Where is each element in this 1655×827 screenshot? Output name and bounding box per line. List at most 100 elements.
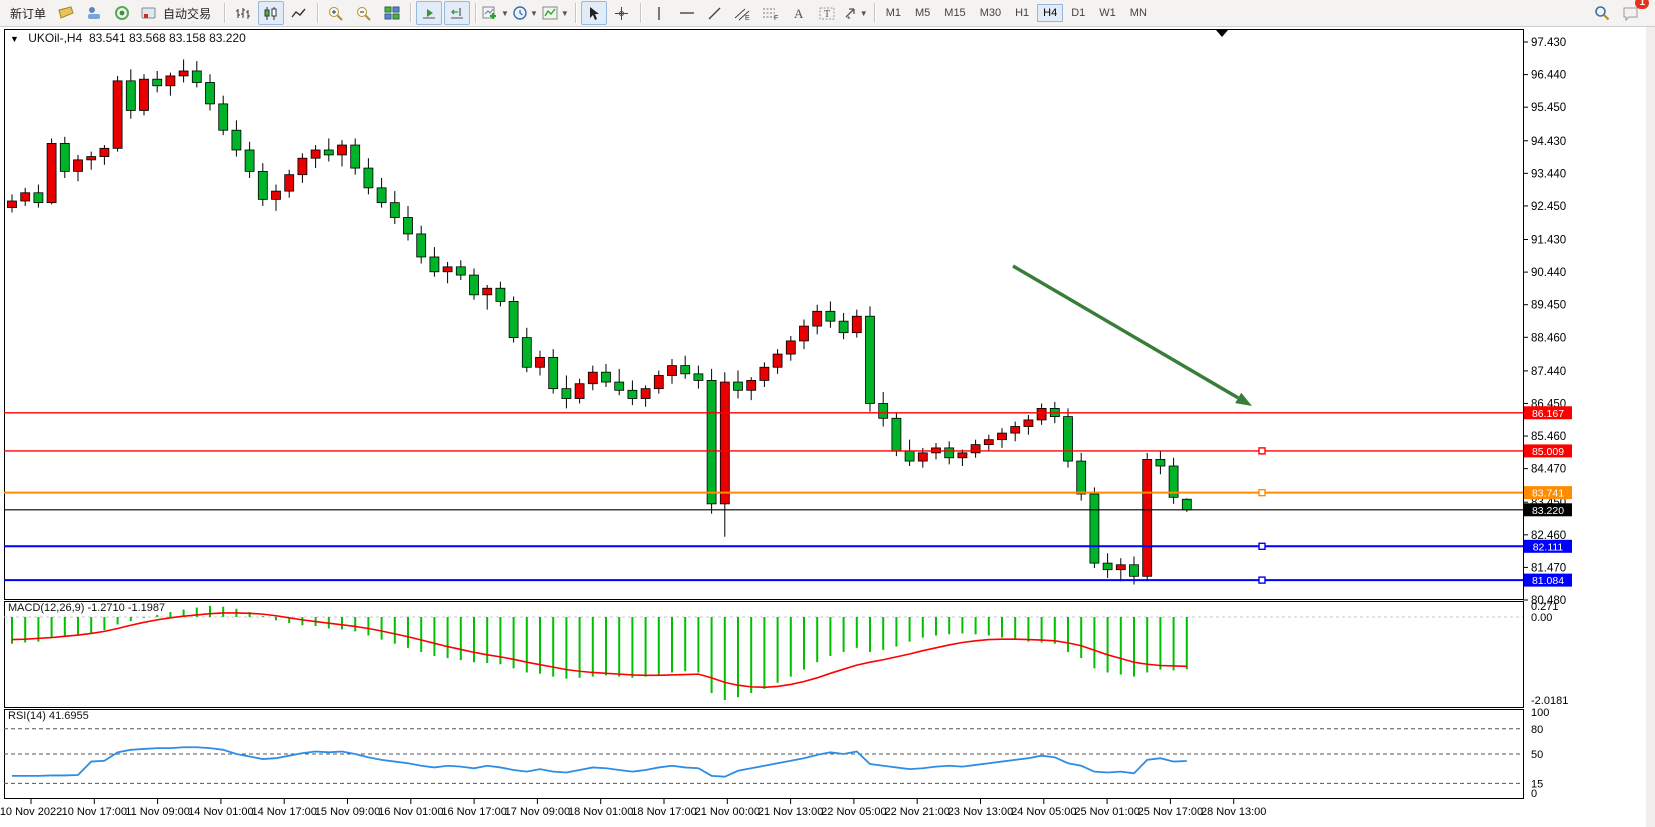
candle-body <box>244 149 255 172</box>
candle-body <box>759 366 770 381</box>
candle-body <box>125 80 136 111</box>
price-tick-label: 94.430 <box>1531 136 1566 148</box>
timeframe-m5[interactable]: M5 <box>915 7 931 19</box>
candle <box>746 377 757 401</box>
candle <box>416 225 427 264</box>
trend-arrow-head[interactable] <box>1235 392 1252 406</box>
trendline-icon[interactable] <box>702 1 728 25</box>
search-icon[interactable] <box>1589 1 1615 25</box>
symbol-period: UKOil-,H4 <box>28 31 83 45</box>
line-handle[interactable] <box>1258 488 1266 497</box>
timeframe-h4[interactable]: H4 <box>1037 4 1064 22</box>
candle <box>376 177 387 208</box>
zoom-out-icon[interactable] <box>351 1 377 25</box>
candle-body <box>257 170 268 200</box>
candle-body <box>231 129 242 151</box>
price-tick-label: 88.460 <box>1531 332 1566 344</box>
timeframe-h1[interactable]: H1 <box>1015 7 1030 19</box>
timeframe-m1[interactable]: M1 <box>885 7 901 19</box>
candle <box>957 449 968 467</box>
line-chart-icon[interactable] <box>286 1 312 25</box>
signals-icon[interactable] <box>109 1 135 25</box>
line-handle[interactable] <box>1258 576 1266 584</box>
time-tick-label: 15 Nov 09:00 <box>315 806 380 818</box>
bar-chart-icon[interactable] <box>230 1 256 25</box>
templates-icon[interactable]: ▼ <box>541 1 570 25</box>
candlestick-chart-icon[interactable] <box>258 1 285 25</box>
time-tick-label: 16 Nov 01:00 <box>378 806 443 818</box>
candle <box>574 378 585 404</box>
trend-arrow-line[interactable] <box>1012 264 1240 400</box>
candle <box>825 301 836 328</box>
candle-body <box>1023 419 1034 427</box>
vertical-line-icon[interactable] <box>646 1 672 25</box>
time-tick-label: 21 Nov 13:00 <box>758 806 823 818</box>
candle-body <box>574 383 585 399</box>
candle <box>323 138 334 162</box>
publisher-icon[interactable] <box>53 1 79 25</box>
candle-body <box>904 450 915 462</box>
chart-shift-marker[interactable] <box>1216 30 1228 37</box>
candle-body <box>957 452 968 459</box>
timeframe-m30[interactable]: M30 <box>979 7 1002 19</box>
candle-body <box>812 310 823 327</box>
candle-body <box>165 75 176 87</box>
price-tag-bg <box>1524 503 1572 517</box>
macd-scale-label: -2.0181 <box>1531 695 1568 707</box>
candle-body <box>455 266 466 276</box>
time-tick-label: 24 Nov 05:00 <box>1011 806 1076 818</box>
timeframe-m15[interactable]: M15 <box>944 7 966 19</box>
equidistant-channel-icon[interactable]: E <box>730 1 756 25</box>
price-tick-label: 89.450 <box>1531 300 1566 312</box>
price-tag: 81.084 <box>1524 573 1572 587</box>
tile-windows-icon[interactable] <box>379 1 405 25</box>
metaeditor-icon[interactable] <box>81 1 107 25</box>
candle <box>1142 452 1153 582</box>
horizontal-line-icon[interactable] <box>674 1 700 25</box>
price-tick-label: 91.430 <box>1531 235 1566 247</box>
candle <box>508 296 519 343</box>
candle-body <box>838 320 849 334</box>
text-label-icon[interactable]: T <box>814 1 840 25</box>
zoom-in-icon[interactable] <box>323 1 349 25</box>
candle-body <box>587 371 598 385</box>
price-tick-label: 97.430 <box>1531 37 1566 49</box>
separator <box>873 3 875 23</box>
separator <box>639 3 641 23</box>
price-tag-bg <box>1524 539 1572 553</box>
fibonacci-icon[interactable]: F <box>758 1 784 25</box>
candle-body <box>7 200 17 208</box>
timeframe-d1[interactable]: D1 <box>1071 7 1086 19</box>
chat-icon[interactable]: 1 <box>1617 0 1649 25</box>
price-tick-label: 84.470 <box>1531 464 1566 476</box>
candle-body <box>772 353 783 368</box>
autotrading-button[interactable]: 自动交易 <box>137 1 219 25</box>
line-handle[interactable] <box>1258 542 1266 551</box>
time-tick-label: 22 Nov 05:00 <box>821 806 886 818</box>
text-icon[interactable]: A <box>786 1 812 25</box>
candle-body <box>1129 564 1139 577</box>
crosshair-icon[interactable] <box>609 1 635 25</box>
candle-body <box>601 371 611 383</box>
new-chart-icon[interactable]: ▼ <box>481 1 510 25</box>
price-tag: 82.111 <box>1524 539 1572 553</box>
candle-body <box>917 452 928 462</box>
arrows-icon[interactable]: ▼ <box>842 1 869 25</box>
price-tick-label: 85.460 <box>1531 431 1566 443</box>
new-order-button[interactable]: 新订单 <box>10 6 47 21</box>
auto-scroll-icon[interactable] <box>416 1 443 25</box>
cursor-icon[interactable] <box>580 1 607 25</box>
line-handle[interactable] <box>1258 447 1266 455</box>
timeframe-w1[interactable]: W1 <box>1099 7 1116 19</box>
separator <box>475 3 477 23</box>
timeframe-mn[interactable]: MN <box>1129 7 1147 19</box>
candle-body <box>627 389 638 399</box>
candle <box>535 350 545 376</box>
one-click-trading-expander-icon[interactable]: ▼ <box>10 34 19 44</box>
chart-shift-icon[interactable] <box>444 1 471 25</box>
periods-icon[interactable]: ▼ <box>512 1 539 25</box>
price-tick-label: 96.440 <box>1531 70 1566 82</box>
candle-body <box>1076 460 1087 495</box>
candle <box>112 75 123 152</box>
